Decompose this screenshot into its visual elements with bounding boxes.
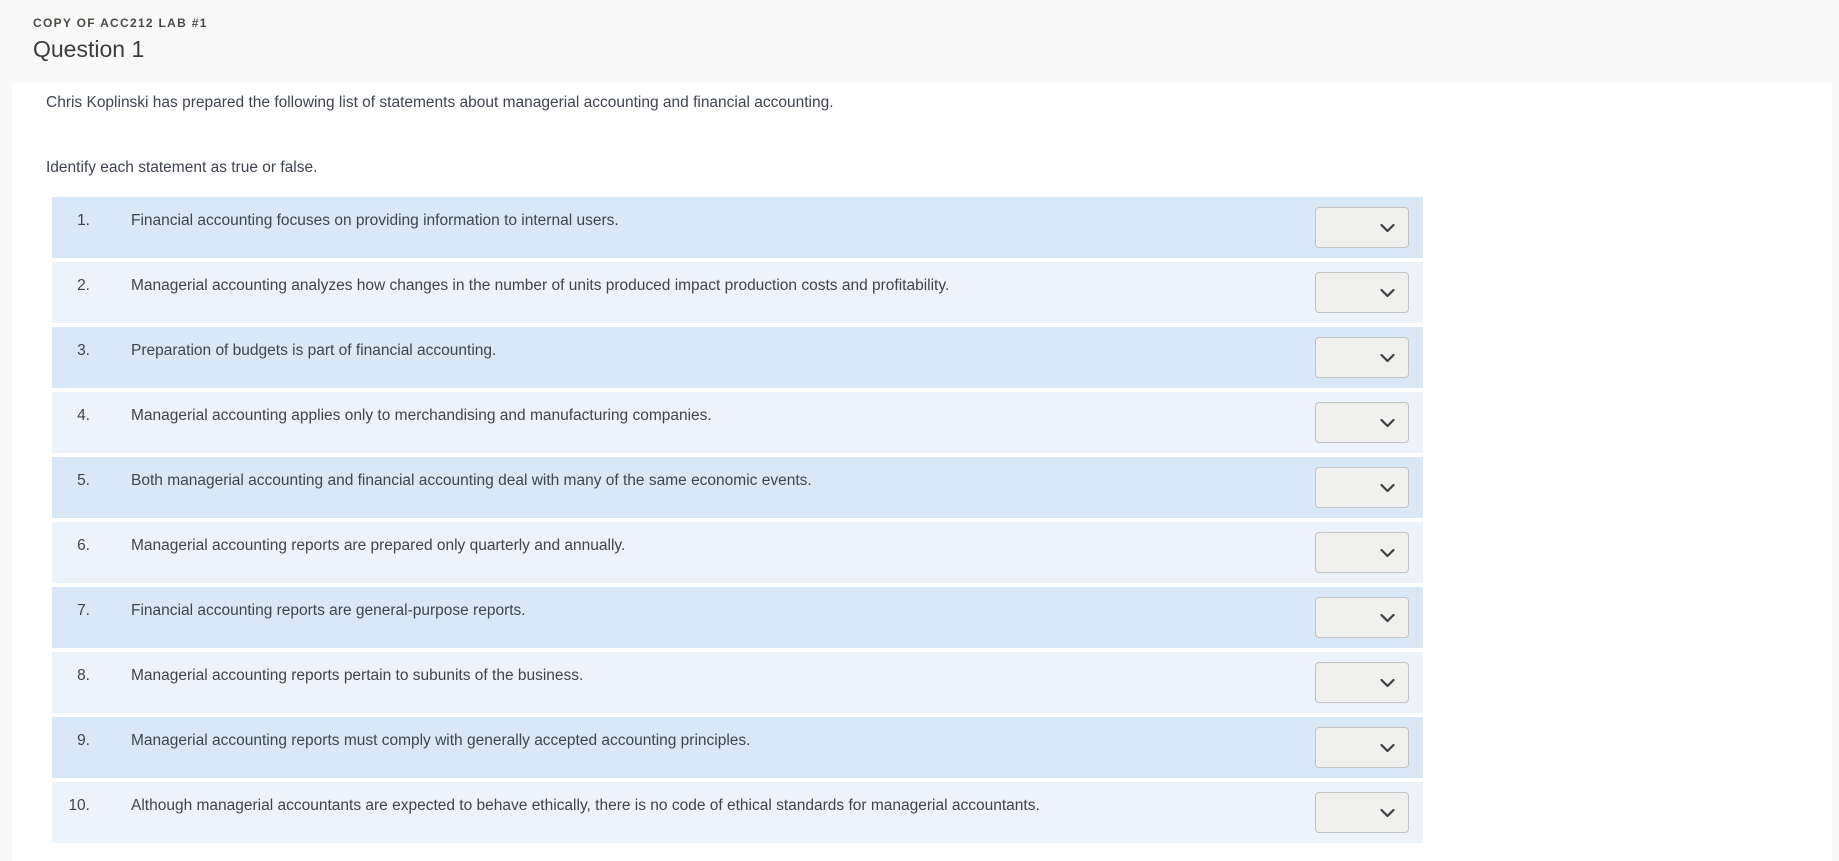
- statement-row: 5. Both managerial accounting and financ…: [52, 457, 1423, 518]
- statement-text: Managerial accounting analyzes how chang…: [131, 277, 950, 294]
- answer-select[interactable]: [1315, 792, 1409, 833]
- assignment-title: COPY OF ACC212 LAB #1: [33, 16, 208, 30]
- answer-select[interactable]: [1315, 467, 1409, 508]
- statement-row: 9. Managerial accounting reports must co…: [52, 717, 1423, 778]
- question-panel: Chris Koplinski has prepared the followi…: [12, 83, 1832, 861]
- answer-select-wrap: [1315, 792, 1409, 833]
- statement-number: 9.: [77, 732, 90, 749]
- answer-select-wrap: [1315, 727, 1409, 768]
- statement-row: 6. Managerial accounting reports are pre…: [52, 522, 1423, 583]
- answer-select[interactable]: [1315, 207, 1409, 248]
- question-instruction: Identify each statement as true or false…: [46, 159, 318, 176]
- statement-text: Financial accounting focuses on providin…: [131, 212, 619, 229]
- statement-text: Managerial accounting reports must compl…: [131, 732, 751, 749]
- statement-row: 4. Managerial accounting applies only to…: [52, 392, 1423, 453]
- answer-select-wrap: [1315, 532, 1409, 573]
- statement-number: 1.: [77, 212, 90, 229]
- statement-row: 10. Although managerial accountants are …: [52, 782, 1423, 843]
- answer-select[interactable]: [1315, 337, 1409, 378]
- statement-number: 2.: [77, 277, 90, 294]
- statement-row: 7. Financial accounting reports are gene…: [52, 587, 1423, 648]
- page-title: Question 1: [33, 36, 145, 62]
- statement-number: 4.: [77, 407, 90, 424]
- answer-select-wrap: [1315, 467, 1409, 508]
- answer-select[interactable]: [1315, 727, 1409, 768]
- statement-number: 6.: [77, 537, 90, 554]
- question-header: COPY OF ACC212 LAB #1 Question 1: [0, 0, 1839, 83]
- answer-select[interactable]: [1315, 597, 1409, 638]
- statement-row: 8. Managerial accounting reports pertain…: [52, 652, 1423, 713]
- answer-select[interactable]: [1315, 272, 1409, 313]
- statement-number: 3.: [77, 342, 90, 359]
- statement-text: Both managerial accounting and financial…: [131, 472, 812, 489]
- statement-list: 1. Financial accounting focuses on provi…: [52, 197, 1423, 843]
- answer-select[interactable]: [1315, 532, 1409, 573]
- question-intro: Chris Koplinski has prepared the followi…: [46, 94, 834, 111]
- statement-text: Preparation of budgets is part of financ…: [131, 342, 497, 359]
- answer-select-wrap: [1315, 402, 1409, 443]
- statement-number: 8.: [77, 667, 90, 684]
- statement-number: 5.: [77, 472, 90, 489]
- answer-select-wrap: [1315, 337, 1409, 378]
- statement-text: Although managerial accountants are expe…: [131, 797, 1040, 814]
- statement-text: Managerial accounting reports pertain to…: [131, 667, 584, 684]
- answer-select-wrap: [1315, 597, 1409, 638]
- statement-text: Managerial accounting reports are prepar…: [131, 537, 626, 554]
- answer-select-wrap: [1315, 662, 1409, 703]
- statement-row: 3. Preparation of budgets is part of fin…: [52, 327, 1423, 388]
- statement-text: Financial accounting reports are general…: [131, 602, 526, 619]
- statement-row: 2. Managerial accounting analyzes how ch…: [52, 262, 1423, 323]
- answer-select[interactable]: [1315, 402, 1409, 443]
- answer-select-wrap: [1315, 207, 1409, 248]
- answer-select-wrap: [1315, 272, 1409, 313]
- statement-text: Managerial accounting applies only to me…: [131, 407, 712, 424]
- statement-number: 10.: [68, 797, 90, 814]
- statement-number: 7.: [77, 602, 90, 619]
- statement-row: 1. Financial accounting focuses on provi…: [52, 197, 1423, 258]
- answer-select[interactable]: [1315, 662, 1409, 703]
